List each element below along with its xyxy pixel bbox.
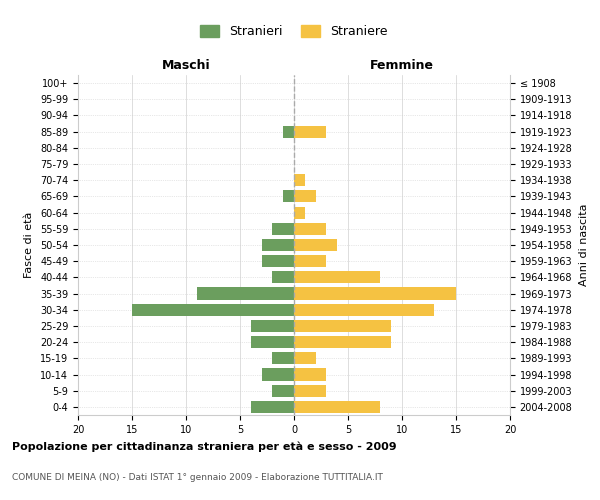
Bar	[294, 255, 326, 268]
Bar	[294, 222, 326, 235]
Bar	[294, 272, 380, 283]
Bar	[294, 206, 305, 218]
Bar	[294, 126, 326, 138]
Bar	[251, 401, 294, 413]
Bar	[294, 336, 391, 348]
Bar	[294, 190, 316, 202]
Bar	[262, 255, 294, 268]
Bar	[294, 384, 326, 397]
Bar	[294, 352, 316, 364]
Bar	[262, 239, 294, 251]
Bar	[251, 336, 294, 348]
Legend: Stranieri, Straniere: Stranieri, Straniere	[200, 24, 388, 38]
Bar	[272, 272, 294, 283]
Bar	[294, 174, 305, 186]
Bar	[272, 352, 294, 364]
Bar	[272, 384, 294, 397]
Text: Popolazione per cittadinanza straniera per età e sesso - 2009: Popolazione per cittadinanza straniera p…	[12, 442, 397, 452]
Bar	[283, 190, 294, 202]
Y-axis label: Anni di nascita: Anni di nascita	[580, 204, 589, 286]
Bar	[132, 304, 294, 316]
Text: Femmine: Femmine	[370, 59, 434, 72]
Bar	[294, 288, 456, 300]
Bar	[294, 368, 326, 380]
Text: COMUNE DI MEINA (NO) - Dati ISTAT 1° gennaio 2009 - Elaborazione TUTTITALIA.IT: COMUNE DI MEINA (NO) - Dati ISTAT 1° gen…	[12, 473, 383, 482]
Bar	[251, 320, 294, 332]
Bar	[197, 288, 294, 300]
Bar	[294, 401, 380, 413]
Bar	[283, 126, 294, 138]
Bar	[294, 304, 434, 316]
Text: Maschi: Maschi	[161, 59, 211, 72]
Bar	[262, 368, 294, 380]
Bar	[294, 239, 337, 251]
Y-axis label: Fasce di età: Fasce di età	[25, 212, 34, 278]
Bar	[272, 222, 294, 235]
Bar	[294, 320, 391, 332]
